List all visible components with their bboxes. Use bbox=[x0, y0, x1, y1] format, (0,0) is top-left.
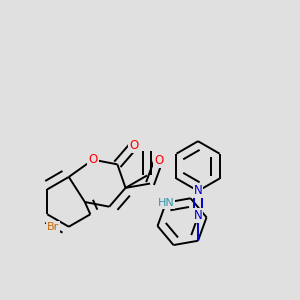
Text: O: O bbox=[129, 139, 138, 152]
Text: N: N bbox=[194, 184, 203, 197]
Text: O: O bbox=[154, 154, 163, 167]
Text: HN: HN bbox=[158, 198, 174, 208]
Text: O: O bbox=[88, 153, 98, 166]
Text: Br: Br bbox=[46, 222, 59, 232]
Text: N: N bbox=[194, 209, 203, 222]
